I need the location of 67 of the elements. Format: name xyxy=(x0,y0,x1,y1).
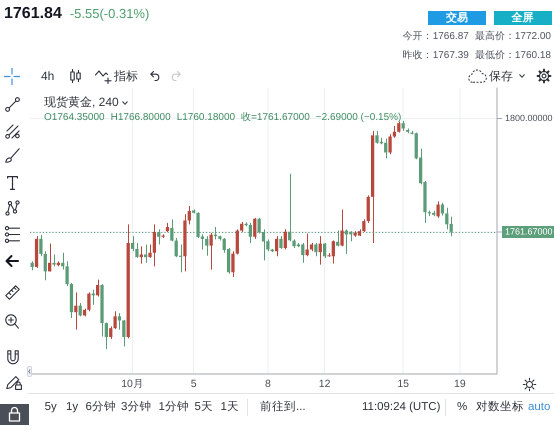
text: 今开：1766.87 xyxy=(402,31,469,43)
candlestick xyxy=(48,243,52,272)
candlestick xyxy=(152,224,156,267)
text: 3分钟 xyxy=(121,400,152,414)
text: 前往到... xyxy=(260,400,306,414)
candlestick xyxy=(279,236,283,250)
annotation: L1760.18000 xyxy=(176,112,236,124)
candlestick xyxy=(240,221,244,233)
candlestick xyxy=(178,244,182,273)
candlestick xyxy=(440,202,444,216)
candlestick xyxy=(140,246,143,264)
x-tick-label: 15 xyxy=(397,378,410,390)
candlestick xyxy=(318,236,322,266)
text: 保存 xyxy=(489,69,513,83)
text: % xyxy=(457,400,468,414)
text: 5天 xyxy=(194,400,213,414)
text: 4h xyxy=(41,69,54,83)
text: auto xyxy=(528,400,550,414)
x-tick-label: 19 xyxy=(454,378,466,390)
text: 11:09:24 (UTC) xyxy=(362,400,440,414)
x-tick-label: 12 xyxy=(318,378,331,390)
text: 5y xyxy=(44,400,57,414)
text: 最低价：1760.18 xyxy=(474,50,551,62)
annotation: 收=1761.67000 xyxy=(241,112,310,124)
candlestick xyxy=(122,319,126,347)
candlestick xyxy=(314,242,318,257)
candlestick xyxy=(74,292,78,330)
text: 1分钟 xyxy=(158,400,189,414)
text: 6分钟 xyxy=(86,400,116,414)
text: 对数坐标 xyxy=(476,400,524,414)
button: 交易 xyxy=(428,11,486,25)
candlestick xyxy=(388,134,392,155)
candlestick xyxy=(436,200,440,218)
candlestick xyxy=(402,120,405,132)
text: -5.55(-0.31%) xyxy=(70,5,150,23)
text: 1761.84 xyxy=(4,4,62,24)
candlestick xyxy=(92,289,95,306)
text: 指标 xyxy=(114,69,138,83)
candlestick xyxy=(78,302,82,317)
text: 现货黄金, 240 xyxy=(44,95,119,110)
text: 1天 xyxy=(220,400,239,414)
y-tick-label: 1800.00000 xyxy=(505,112,553,123)
x-tick-label: 8 xyxy=(264,378,271,390)
candlestick xyxy=(253,217,256,240)
candlestick xyxy=(397,121,400,134)
annotation: H1766.80000 xyxy=(110,112,171,124)
candlestick xyxy=(148,244,152,258)
candlestick xyxy=(209,232,213,270)
candlestick xyxy=(340,209,344,247)
text: 1y xyxy=(66,400,78,414)
candlestick xyxy=(284,228,287,250)
candlestick xyxy=(144,244,148,264)
annotation: −2.69000 (−0.15%) xyxy=(316,112,402,124)
candlestick xyxy=(322,242,326,259)
text: 最高价：1772.00 xyxy=(474,31,551,43)
candlestick xyxy=(96,279,100,298)
candlestick xyxy=(274,236,278,257)
y-tick-label: 1761.67000 xyxy=(505,226,553,236)
x-tick-label: 10月 xyxy=(121,378,144,390)
x-tick-label: 5 xyxy=(190,378,197,390)
candlestick xyxy=(332,240,335,264)
text: 昨收：1767.39 xyxy=(402,50,469,62)
candlestick xyxy=(306,233,309,257)
annotation: O1764.35000 xyxy=(44,112,105,124)
candlestick xyxy=(301,242,304,264)
button: 全屏 xyxy=(494,11,552,25)
candlestick xyxy=(205,236,208,256)
